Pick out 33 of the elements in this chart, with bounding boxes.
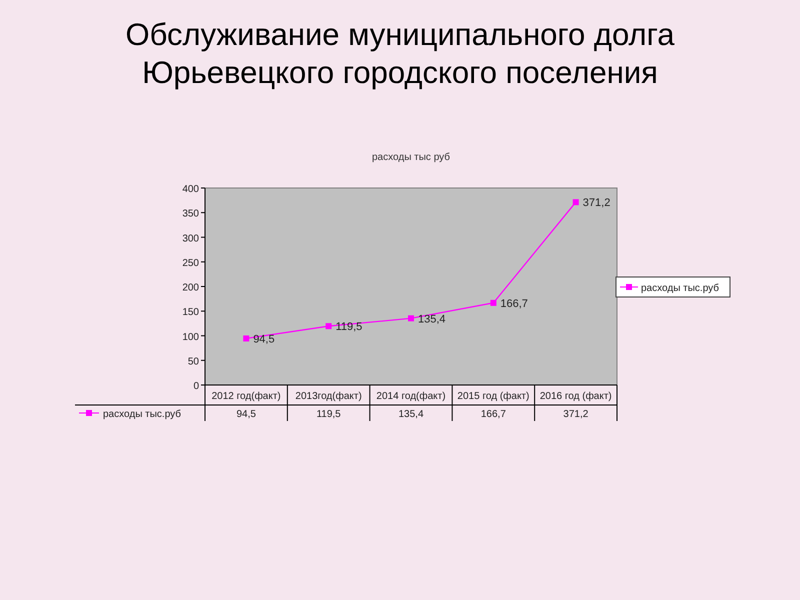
x-tick-label: 2016 год (факт)	[540, 391, 612, 402]
y-tick-label: 50	[188, 356, 200, 368]
y-tick-label: 0	[193, 381, 200, 392]
y-tick-label: 350	[182, 208, 200, 220]
text: 135,4	[418, 313, 446, 326]
point	[243, 335, 250, 342]
point	[490, 300, 496, 306]
text: расходы тыс.руб	[103, 409, 181, 420]
point	[572, 199, 579, 206]
chart-subtitle: расходы тыс руб	[372, 152, 450, 163]
text: 371,2	[582, 197, 610, 210]
x-tick-label: 2014 год(факт)	[376, 391, 446, 402]
point	[408, 315, 414, 322]
text: 94,5	[253, 333, 275, 346]
y-tick-label: 400	[182, 184, 200, 195]
point	[326, 323, 332, 330]
text: 119,5	[336, 321, 362, 334]
x-tick-label: 2015 год (факт)	[457, 391, 530, 402]
y-tick-label: 100	[182, 332, 200, 343]
y-tick-label: 250	[182, 258, 200, 269]
data-label: 166,7	[480, 409, 506, 420]
y-tick-label: 200	[182, 282, 200, 294]
x-tick-label: 2012 год(факт)	[212, 391, 281, 402]
y-tick-label: 300	[182, 233, 200, 244]
x-tick-label: 2013год(факт)	[295, 391, 362, 402]
legend-label: расходы тыс.руб	[641, 283, 720, 294]
data-label: 135,4	[398, 409, 424, 420]
y-tick-label: 150	[182, 307, 200, 318]
data-label: 119,5	[316, 409, 342, 420]
text: 166,7	[500, 298, 528, 310]
chart-title: Обслуживание муниципального долга Юрьевецкого городского поселения	[125, 17, 676, 90]
data-label: 94,5	[236, 409, 256, 420]
data-label: 371,2	[563, 409, 589, 420]
